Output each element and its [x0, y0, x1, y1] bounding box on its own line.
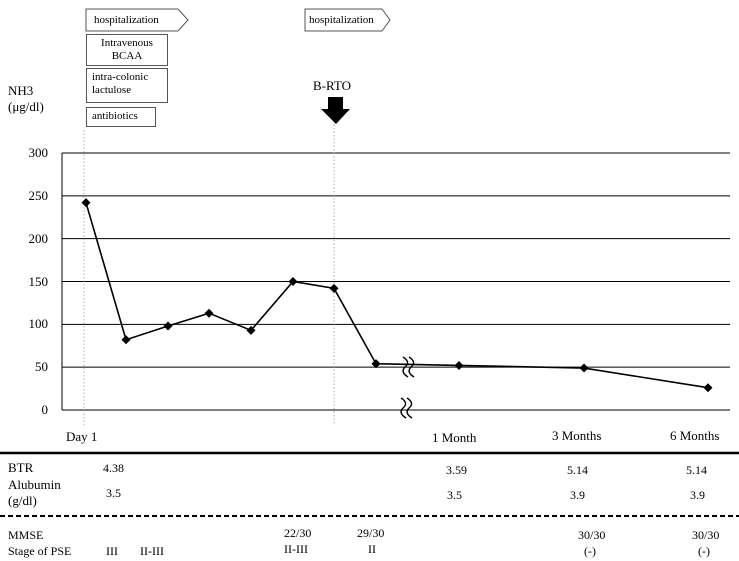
btr-value-3months: 5.14: [567, 463, 588, 477]
pse-value-2: II-III: [140, 544, 164, 558]
y-tick-label-150: 150: [28, 273, 49, 289]
mmse-value-4: 30/30: [692, 528, 720, 542]
albumin-value-day1: 3.5: [106, 486, 121, 500]
mmse-value-2: 29/30: [357, 526, 385, 540]
mmse-label: MMSE: [8, 528, 44, 542]
btr-value-6months: 5.14: [686, 463, 707, 477]
mmse-value-1: 22/30: [284, 526, 312, 540]
hospitalization-label-2: hospitalization: [309, 14, 374, 26]
break-mark-upper: [402, 356, 409, 378]
x-tick-6-months: 6 Months: [670, 428, 720, 443]
b-rto-label: B-RTO: [313, 78, 351, 93]
data-point-s2-4: [703, 383, 713, 393]
btr-label: BTR: [8, 460, 34, 475]
hospitalization-tag-2-shape: [304, 8, 391, 32]
hospitalization-tag-1-shape: [85, 8, 189, 32]
btr-value-1month: 3.59: [446, 463, 467, 477]
treatment-box-lactulose: intra-colonic lactulose: [86, 68, 168, 103]
albumin-value-6months: 3.9: [690, 488, 705, 502]
pse-value-5: (-): [584, 544, 596, 558]
y-axis-title-line2: (μg/dl): [8, 99, 44, 114]
event-guide-lines: [83, 100, 335, 425]
data-points: [81, 198, 713, 393]
x-tick-day-1: Day 1: [66, 429, 98, 444]
pse-value-4: II: [368, 542, 376, 556]
y-tick-label-0: 0: [41, 402, 49, 417]
series-line-1: [85, 202, 377, 365]
grid-lines: [62, 152, 730, 411]
break-mark-lower-2: [406, 397, 413, 419]
y-tick-label-300: 300: [28, 145, 49, 160]
albumin-value-3months: 3.9: [570, 488, 585, 502]
data-point-s2-3: [579, 363, 589, 373]
axis-break-marks: [400, 356, 415, 419]
y-tick-label-100: 100: [28, 316, 49, 332]
treatment-box-bcaa: Intravenous BCAA: [86, 34, 168, 66]
data-point-s1-6: [288, 277, 298, 286]
btr-value-day1: 4.38: [103, 461, 124, 475]
series-lines: [85, 202, 709, 389]
series-line-2: [375, 362, 709, 389]
y-tick-label-200: 200: [28, 230, 49, 246]
data-point-s2-2: [454, 360, 464, 370]
albumin-label-line1: Alubumin: [8, 477, 61, 492]
x-tick-3-months: 3 Months: [552, 428, 602, 443]
data-point-s1-7: [329, 283, 339, 293]
pse-value-3: II-III: [284, 542, 308, 556]
y-axis-title-line1: NH3: [8, 83, 34, 98]
data-point-s1-1: [81, 198, 91, 208]
albumin-value-1month: 3.5: [447, 488, 462, 502]
y-tick-label-250: 250: [28, 187, 49, 203]
treatment-box-antibiotics: antibiotics: [86, 107, 156, 127]
mmse-value-3: 30/30: [578, 528, 606, 542]
break-mark-lower: [400, 397, 407, 419]
y-tick-label-50: 50: [35, 359, 48, 375]
data-point-s1-4: [204, 308, 214, 318]
b-rto-arrow-icon: [321, 97, 350, 124]
data-point-s1-5: [246, 325, 256, 335]
pse-value-6: (-): [698, 544, 710, 558]
data-point-s1-2: [121, 335, 131, 345]
data-point-s1-3: [163, 321, 173, 331]
albumin-label-line2: (g/dl): [8, 493, 37, 508]
data-point-s2-1: [371, 359, 381, 369]
x-tick-1-month: 1 Month: [432, 430, 477, 445]
pse-label: Stage of PSE: [8, 544, 72, 558]
hospitalization-label-1: hospitalization: [94, 14, 159, 26]
pse-value-1: III: [106, 544, 118, 558]
break-mark-upper-2: [408, 356, 415, 378]
